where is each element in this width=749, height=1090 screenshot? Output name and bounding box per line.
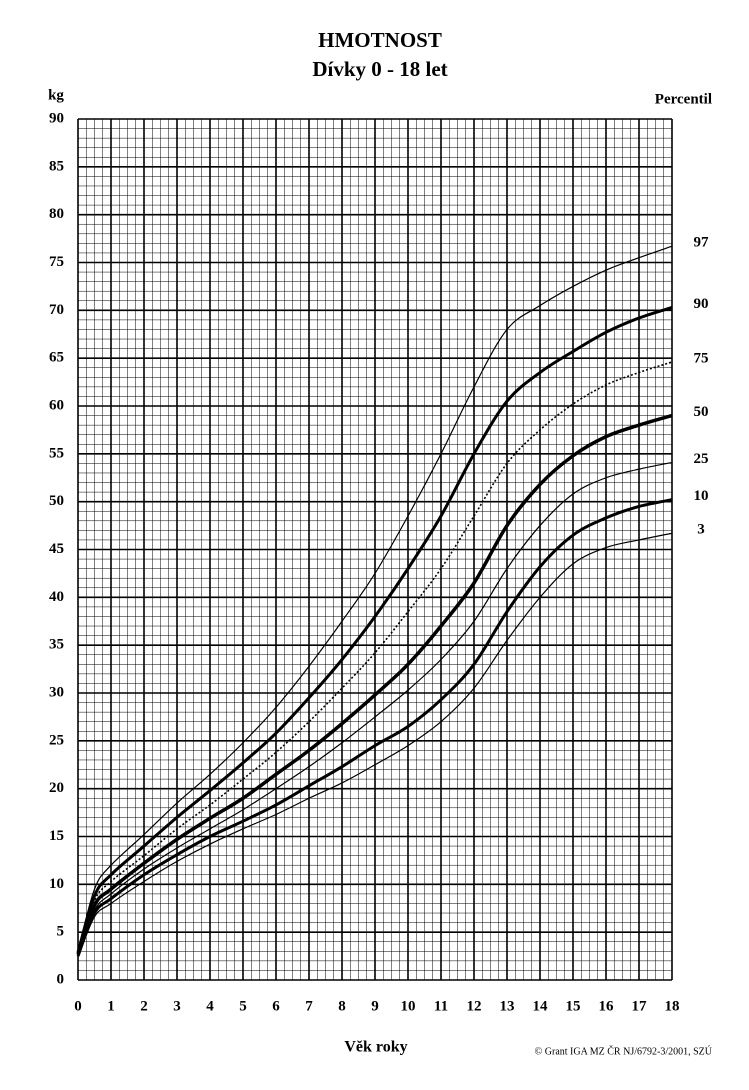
x-tick-label: 7 <box>305 998 313 1014</box>
percentile-line <box>77 461 673 956</box>
legend-label: 50 <box>694 404 709 420</box>
y-tick-label: 40 <box>49 589 64 605</box>
y-tick-label: 0 <box>57 971 65 987</box>
y-tick-label: 10 <box>49 876 64 892</box>
legend-label: 3 <box>697 522 705 538</box>
x-tick-label: 11 <box>434 998 448 1014</box>
legend-label: 75 <box>694 350 709 366</box>
y-tick-label: 70 <box>49 302 64 318</box>
y-tick-label: 20 <box>49 780 64 796</box>
y-tick-label: 15 <box>49 828 64 844</box>
x-tick-label: 12 <box>467 998 482 1014</box>
legend-label: 25 <box>694 451 709 467</box>
y-tick-label: 90 <box>49 110 64 126</box>
x-tick-label: 13 <box>500 998 515 1014</box>
legend-label: 10 <box>694 488 709 504</box>
x-tick-label: 16 <box>599 998 615 1014</box>
percentile-line <box>77 532 673 958</box>
y-tick-label: 45 <box>49 541 64 557</box>
legend-label: 90 <box>694 296 709 312</box>
x-tick-label: 5 <box>239 998 247 1014</box>
x-tick-label: 10 <box>401 998 416 1014</box>
y-tick-label: 5 <box>57 924 65 940</box>
credit: © Grant IGA MZ ČR NJ/6792-3/2001, SZÚ <box>535 1045 713 1057</box>
y-tick-label: 30 <box>49 684 64 700</box>
y-tick-label: 65 <box>49 350 64 366</box>
y-tick-label: 75 <box>49 254 64 270</box>
x-tick-label: 18 <box>665 998 680 1014</box>
x-tick-label: 9 <box>371 998 379 1014</box>
percentile-line <box>76 413 673 955</box>
y-tick-label: 55 <box>49 445 64 461</box>
x-tick-label: 1 <box>107 998 115 1014</box>
y-tick-label: 25 <box>49 732 64 748</box>
x-tick-label: 15 <box>566 998 581 1014</box>
x-tick-label: 17 <box>632 998 648 1014</box>
percentile-line <box>76 498 673 957</box>
y-tick-label: 85 <box>49 158 64 174</box>
y-tick-label: 35 <box>49 637 64 653</box>
y-tick-label: 60 <box>49 397 64 413</box>
chart-subtitle: Dívky 0 - 18 let <box>312 57 447 81</box>
percentile-line <box>77 245 673 952</box>
x-tick-label: 14 <box>533 998 549 1014</box>
legend-title: Percentil <box>655 91 712 107</box>
chart-title: HMOTNOST <box>318 28 442 52</box>
x-tick-label: 0 <box>74 998 82 1014</box>
x-tick-label: 3 <box>173 998 181 1014</box>
x-axis-label: Věk roky <box>344 1039 407 1056</box>
x-tick-label: 4 <box>206 998 214 1014</box>
x-tick-label: 2 <box>140 998 148 1014</box>
legend-label: 97 <box>694 235 710 251</box>
y-tick-label: 50 <box>49 493 64 509</box>
y-tick-label: 80 <box>49 206 64 222</box>
percentile-line <box>76 306 673 953</box>
x-tick-label: 6 <box>272 998 280 1014</box>
y-axis-label: kg <box>48 87 64 103</box>
x-tick-label: 8 <box>338 998 346 1014</box>
